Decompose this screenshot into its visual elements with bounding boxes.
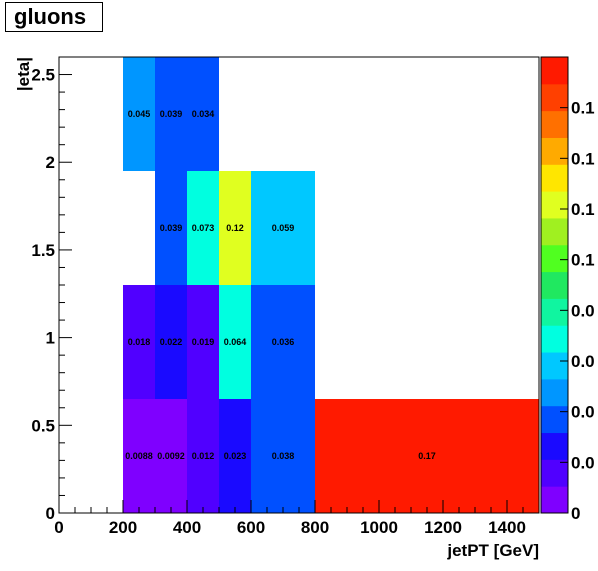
heatmap-cell — [251, 285, 315, 399]
heatmap-cell — [123, 285, 155, 399]
heatmap-cell — [219, 399, 251, 513]
cell-value-label: 0.036 — [272, 337, 295, 347]
colorbar-segment — [541, 352, 568, 380]
heatmap-cell — [251, 399, 315, 513]
y-tick-label: 2 — [46, 153, 55, 172]
colorbar-segment — [541, 271, 568, 299]
colorbar-segment — [541, 164, 568, 192]
heatmap-cells — [123, 57, 539, 513]
colorbar-tick-label: 0.1 — [571, 200, 595, 219]
x-tick-label: 400 — [173, 518, 201, 537]
colorbar-tick-label: 0.0 — [571, 403, 595, 422]
chart-title: gluons — [5, 2, 103, 32]
y-tick-label: 1 — [46, 329, 55, 348]
colorbar-segment — [541, 405, 568, 434]
colorbar-segment — [541, 432, 568, 460]
colorbar-segment — [541, 191, 568, 219]
y-tick-label: 0.5 — [31, 416, 55, 435]
heatmap-cell — [219, 171, 251, 285]
colorbar-tick-label: 0.1 — [571, 99, 595, 118]
heatmap-cell — [187, 57, 219, 171]
colorbar-segment — [541, 325, 568, 353]
colorbar-tick-label: 0.0 — [571, 352, 595, 371]
cell-value-label: 0.022 — [160, 337, 183, 347]
colorbar-segment — [541, 244, 568, 273]
cell-value-label: 0.0088 — [125, 451, 153, 461]
cell-value-label: 0.064 — [224, 337, 247, 347]
cell-value-label: 0.045 — [128, 109, 151, 119]
cell-value-label: 0.17 — [418, 451, 436, 461]
cell-value-label: 0.023 — [224, 451, 247, 461]
x-tick-label: 0 — [54, 518, 63, 537]
colorbar-frame — [540, 56, 569, 514]
cell-value-label: 0.012 — [192, 451, 215, 461]
colorbar-tick-label: 0.1 — [571, 251, 595, 270]
y-tick-label: 1.5 — [31, 241, 55, 260]
heatmap-cell — [187, 171, 219, 285]
colorbar-tick-label: 0.1 — [571, 149, 595, 168]
cell-value-label: 0.038 — [272, 451, 295, 461]
heatmap-cell — [251, 171, 315, 285]
cell-value-label: 0.0092 — [157, 451, 185, 461]
x-tick-label: 1000 — [360, 518, 398, 537]
colorbar-segment — [541, 459, 568, 487]
y-tick-label: 2.5 — [31, 66, 55, 85]
heatmap-cell — [219, 285, 251, 399]
cell-value-label: 0.018 — [128, 337, 151, 347]
x-axis-title: jetPT [GeV] — [446, 541, 539, 560]
cell-value-label: 0.019 — [192, 337, 215, 347]
cell-value-label: 0.059 — [272, 223, 295, 233]
colorbar-tick-label: 0 — [571, 504, 580, 523]
x-tick-label: 800 — [301, 518, 329, 537]
cell-value-label: 0.039 — [160, 109, 183, 119]
cell-value-labels: 0.0088 0.0092 0.012 0.023 0.038 0.17 0.018 0.02… — [125, 109, 436, 461]
colorbar-tick-label: 0.0 — [571, 301, 595, 320]
colorbar-segment — [541, 83, 568, 112]
cell-value-label: 0.034 — [192, 109, 215, 119]
heatmap-cell — [155, 57, 187, 171]
y-tick-label: 0 — [46, 504, 55, 523]
y-axis-title: |eta| — [14, 57, 33, 91]
x-tick-label: 1200 — [424, 518, 462, 537]
colorbar-segment — [541, 298, 568, 326]
heatmap-cell — [187, 285, 219, 399]
heatmap-cell — [155, 285, 187, 399]
colorbar-segment — [541, 486, 568, 514]
heatmap-cell — [315, 399, 539, 513]
x-tick-label: 600 — [237, 518, 265, 537]
colorbar-tick-label: 0.0 — [571, 453, 595, 472]
colorbar-segment — [541, 378, 568, 407]
colorbar-segment — [541, 110, 568, 138]
x-tick-label: 200 — [109, 518, 137, 537]
x-tick-label: 1400 — [488, 518, 526, 537]
colorbar-segment — [541, 217, 568, 246]
heatmap-cell — [155, 399, 187, 513]
heatmap-cell — [123, 57, 155, 171]
heatmap-cell — [155, 171, 187, 285]
heatmap-cell — [123, 399, 155, 513]
cell-value-label: 0.073 — [192, 223, 215, 233]
colorbar-segment — [541, 57, 568, 85]
axes: 0 200 400 600 800 1000 1200 1400 0 0.5 1 1.5 2 2.5 — [31, 56, 540, 537]
cell-value-label: 0.12 — [226, 223, 244, 233]
colorbar-segment — [541, 137, 568, 165]
colorbar: 0 0.0 0.0 0.0 0.0 0.1 0.1 0.1 0.1 — [540, 56, 595, 523]
heatmap-cell — [187, 399, 219, 513]
cell-value-label: 0.039 — [160, 223, 183, 233]
